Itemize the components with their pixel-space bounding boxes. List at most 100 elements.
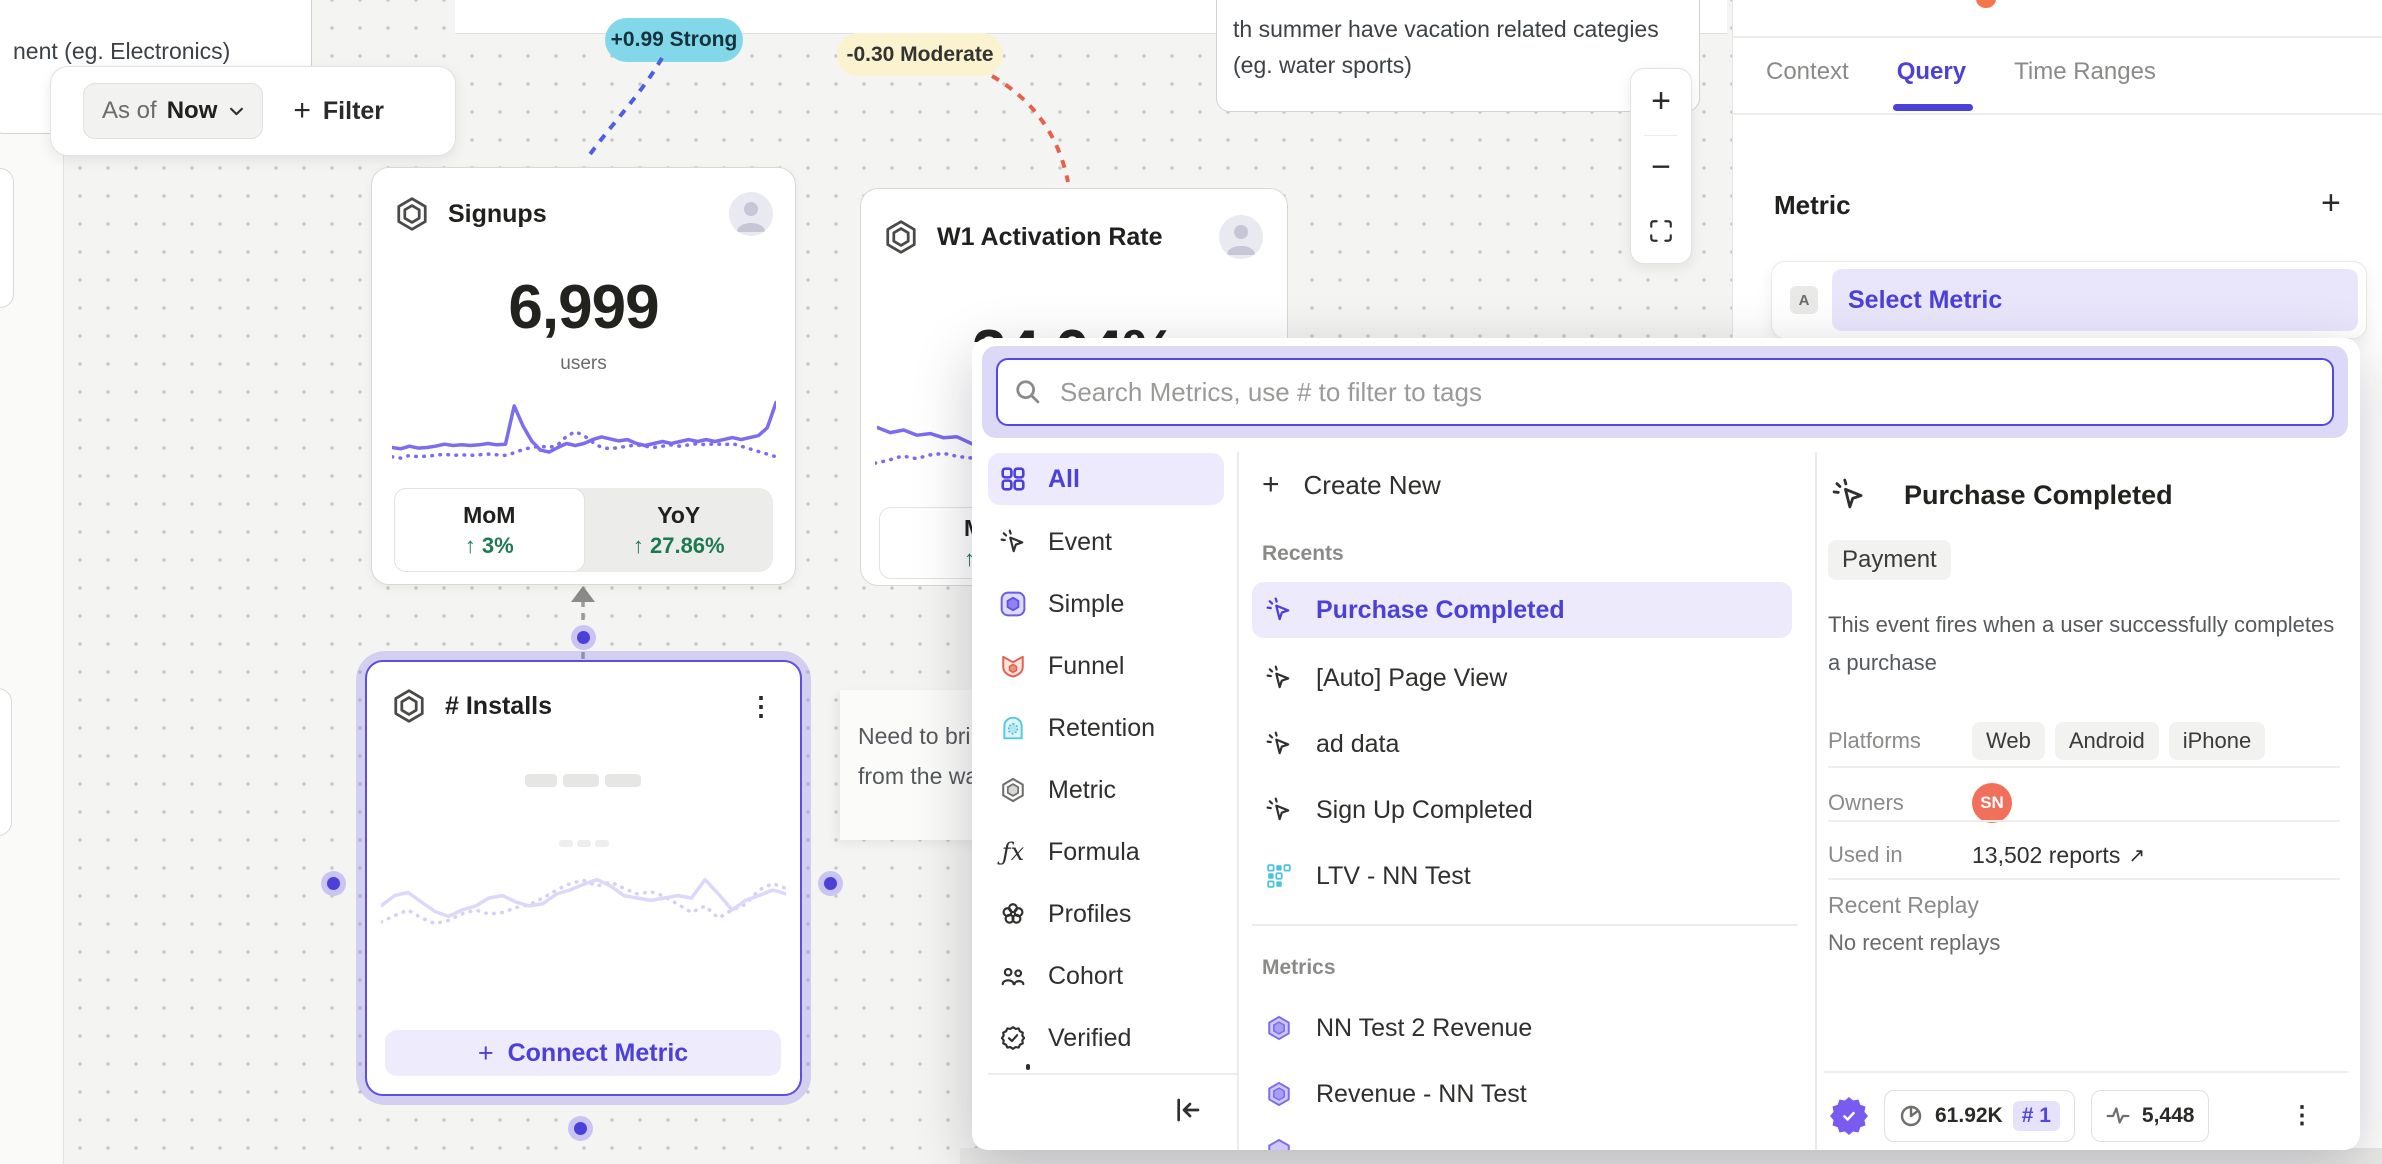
owners-row: Owners SN	[1828, 776, 2012, 830]
category-all[interactable]: All	[988, 453, 1224, 505]
category-simple[interactable]: Simple	[988, 578, 1224, 630]
recent-item-label: LTV - NN Test	[1316, 861, 1471, 890]
mom-toggle[interactable]: MoM ↑ 3%	[394, 488, 585, 572]
kebab-menu-icon[interactable]: ⋮	[2290, 1102, 2314, 1129]
avatar	[1219, 215, 1263, 259]
select-metric-field[interactable]: Select Metric	[1832, 269, 2358, 331]
category-label: Funnel	[1048, 651, 1125, 680]
create-new-button[interactable]: + Create New	[1262, 468, 1441, 502]
page-bottom-strip	[960, 1148, 2382, 1164]
pulse-icon	[2106, 1107, 2130, 1124]
metric-row: A Select Metric	[1771, 261, 2367, 339]
blue-dashed-connector	[584, 56, 664, 162]
filter-button[interactable]: + Filter	[293, 94, 384, 128]
sparkline-dotted	[381, 878, 786, 926]
sparkline-solid	[381, 877, 786, 919]
skeleton-dash	[577, 840, 591, 847]
metric-card-installs[interactable]: # Installs ⋮ + Connect Metric	[365, 660, 802, 1096]
category-label: Event	[1048, 527, 1112, 556]
red-dashed-connector	[990, 74, 1070, 183]
panel-tabs: Context Query Time Ranges	[1766, 58, 2156, 86]
metric-item-label: NN Test 2 Revenue	[1316, 1013, 1533, 1042]
category-profiles[interactable]: Profiles	[988, 888, 1224, 940]
tab-time-ranges[interactable]: Time Ranges	[2014, 58, 2156, 85]
zoom-out-button[interactable]: −	[1651, 148, 1671, 187]
metrics-header: Metrics	[1262, 956, 1336, 979]
skeleton-bar	[605, 774, 641, 787]
connection-handle[interactable]	[574, 1122, 587, 1135]
as-of-label: As of	[102, 97, 157, 124]
external-link-icon: ↗	[2128, 844, 2146, 867]
metric-hexagon-icon	[886, 220, 916, 254]
recent-item-ltv-nn-test[interactable]: LTV - NN Test	[1252, 848, 1792, 904]
zoom-in-button[interactable]: +	[1651, 82, 1671, 121]
category-retention[interactable]: Retention	[988, 702, 1224, 754]
metric-hexagon-icon	[397, 197, 427, 231]
event-cursor-icon	[1266, 797, 1290, 821]
sticky-note-summer[interactable]: th summer have vacation related categies…	[1216, 0, 1700, 112]
metric-item-revenue-nn-test[interactable]: Revenue - NN Test	[1252, 1066, 1792, 1122]
divider	[988, 1073, 1238, 1075]
event-cursor-icon	[1266, 597, 1290, 621]
yoy-toggle[interactable]: YoY ↑ 27.86%	[585, 488, 774, 572]
skeleton-bar	[563, 774, 599, 787]
divider	[1824, 1071, 2348, 1073]
divider	[1828, 878, 2340, 880]
category-label: Simple	[1048, 589, 1125, 618]
used-in-row: Used in 13,502 reports ↗	[1828, 830, 2145, 880]
skeleton-dash	[559, 840, 573, 847]
connect-metric-button[interactable]: + Connect Metric	[385, 1030, 781, 1076]
divider	[1828, 766, 2340, 768]
as-of-dropdown[interactable]: As of Now	[83, 83, 264, 139]
recent-item-auto-page-view[interactable]: [Auto] Page View	[1252, 650, 1792, 706]
category-verified[interactable]: Verified	[988, 1012, 1224, 1064]
mom-label: MoM	[463, 501, 516, 528]
volume-pill[interactable]: 5,448	[2090, 1090, 2210, 1142]
profiles-icon	[1002, 903, 1024, 924]
tab-context[interactable]: Context	[1766, 58, 1849, 85]
search-field[interactable]	[996, 358, 2334, 426]
add-metric-button[interactable]: +	[2321, 184, 2341, 222]
badge-strong-label: +0.99 Strong	[610, 28, 738, 51]
mom-value: ↑ 3%	[464, 532, 514, 558]
used-in-reports-link[interactable]: 13,502 reports	[1972, 841, 2121, 868]
connection-handle[interactable]	[327, 877, 340, 890]
metric-hexagon-icon	[1002, 777, 1024, 803]
zoom-controls: + −	[1630, 68, 1692, 264]
formula-icon: ƒx	[1001, 838, 1025, 866]
fit-screen-button[interactable]	[1648, 200, 1674, 264]
metric-item-nn-test-2-revenue[interactable]: NN Test 2 Revenue	[1252, 1000, 1792, 1056]
category-label: Verified	[1048, 1023, 1132, 1052]
verified-badge-icon[interactable]	[1830, 1097, 1868, 1135]
pie-chart-icon	[1900, 1105, 1922, 1127]
connection-handle[interactable]	[577, 631, 590, 644]
detail-header: Purchase Completed	[1832, 478, 2173, 512]
card-big-value: 6,999	[508, 273, 659, 342]
category-cohort[interactable]: Cohort	[988, 950, 1224, 1002]
plus-icon: +	[477, 1037, 494, 1068]
active-tab-underline	[1893, 104, 1973, 111]
recent-item-purchase-completed[interactable]: Purchase Completed	[1252, 582, 1792, 638]
ltv-grid-icon	[1267, 864, 1291, 888]
category-metric[interactable]: Metric	[988, 764, 1224, 816]
usage-count-pill[interactable]: 61.92K # 1	[1884, 1090, 2075, 1142]
badge-moderate-label: -0.30 Moderate	[846, 42, 994, 66]
tab-query[interactable]: Query	[1896, 58, 1967, 85]
grid-icon	[1001, 467, 1025, 491]
recent-item-sign-up-completed[interactable]: Sign Up Completed	[1252, 782, 1792, 838]
divider	[1644, 134, 1678, 136]
category-event[interactable]: Event	[988, 516, 1224, 568]
search-input[interactable]	[1060, 376, 2260, 408]
divider	[1815, 452, 1817, 1150]
event-cursor-icon	[1266, 731, 1290, 755]
collapse-sidebar-button[interactable]	[1172, 1094, 1204, 1131]
connection-handle[interactable]	[824, 877, 837, 890]
kebab-menu-icon[interactable]: ⋮	[748, 691, 774, 721]
category-label: Profiles	[1048, 899, 1132, 928]
category-funnel[interactable]: Funnel	[988, 640, 1224, 692]
usage-count: 61.92K	[1935, 1104, 2003, 1127]
recent-item-ad-data[interactable]: ad data	[1252, 716, 1792, 772]
sparkline-dotted	[392, 429, 776, 460]
metric-card-signups[interactable]: Signups 6,999 users MoM ↑ 3% YoY ↑ 27.86…	[371, 167, 796, 585]
category-formula[interactable]: ƒx Formula	[988, 826, 1224, 878]
